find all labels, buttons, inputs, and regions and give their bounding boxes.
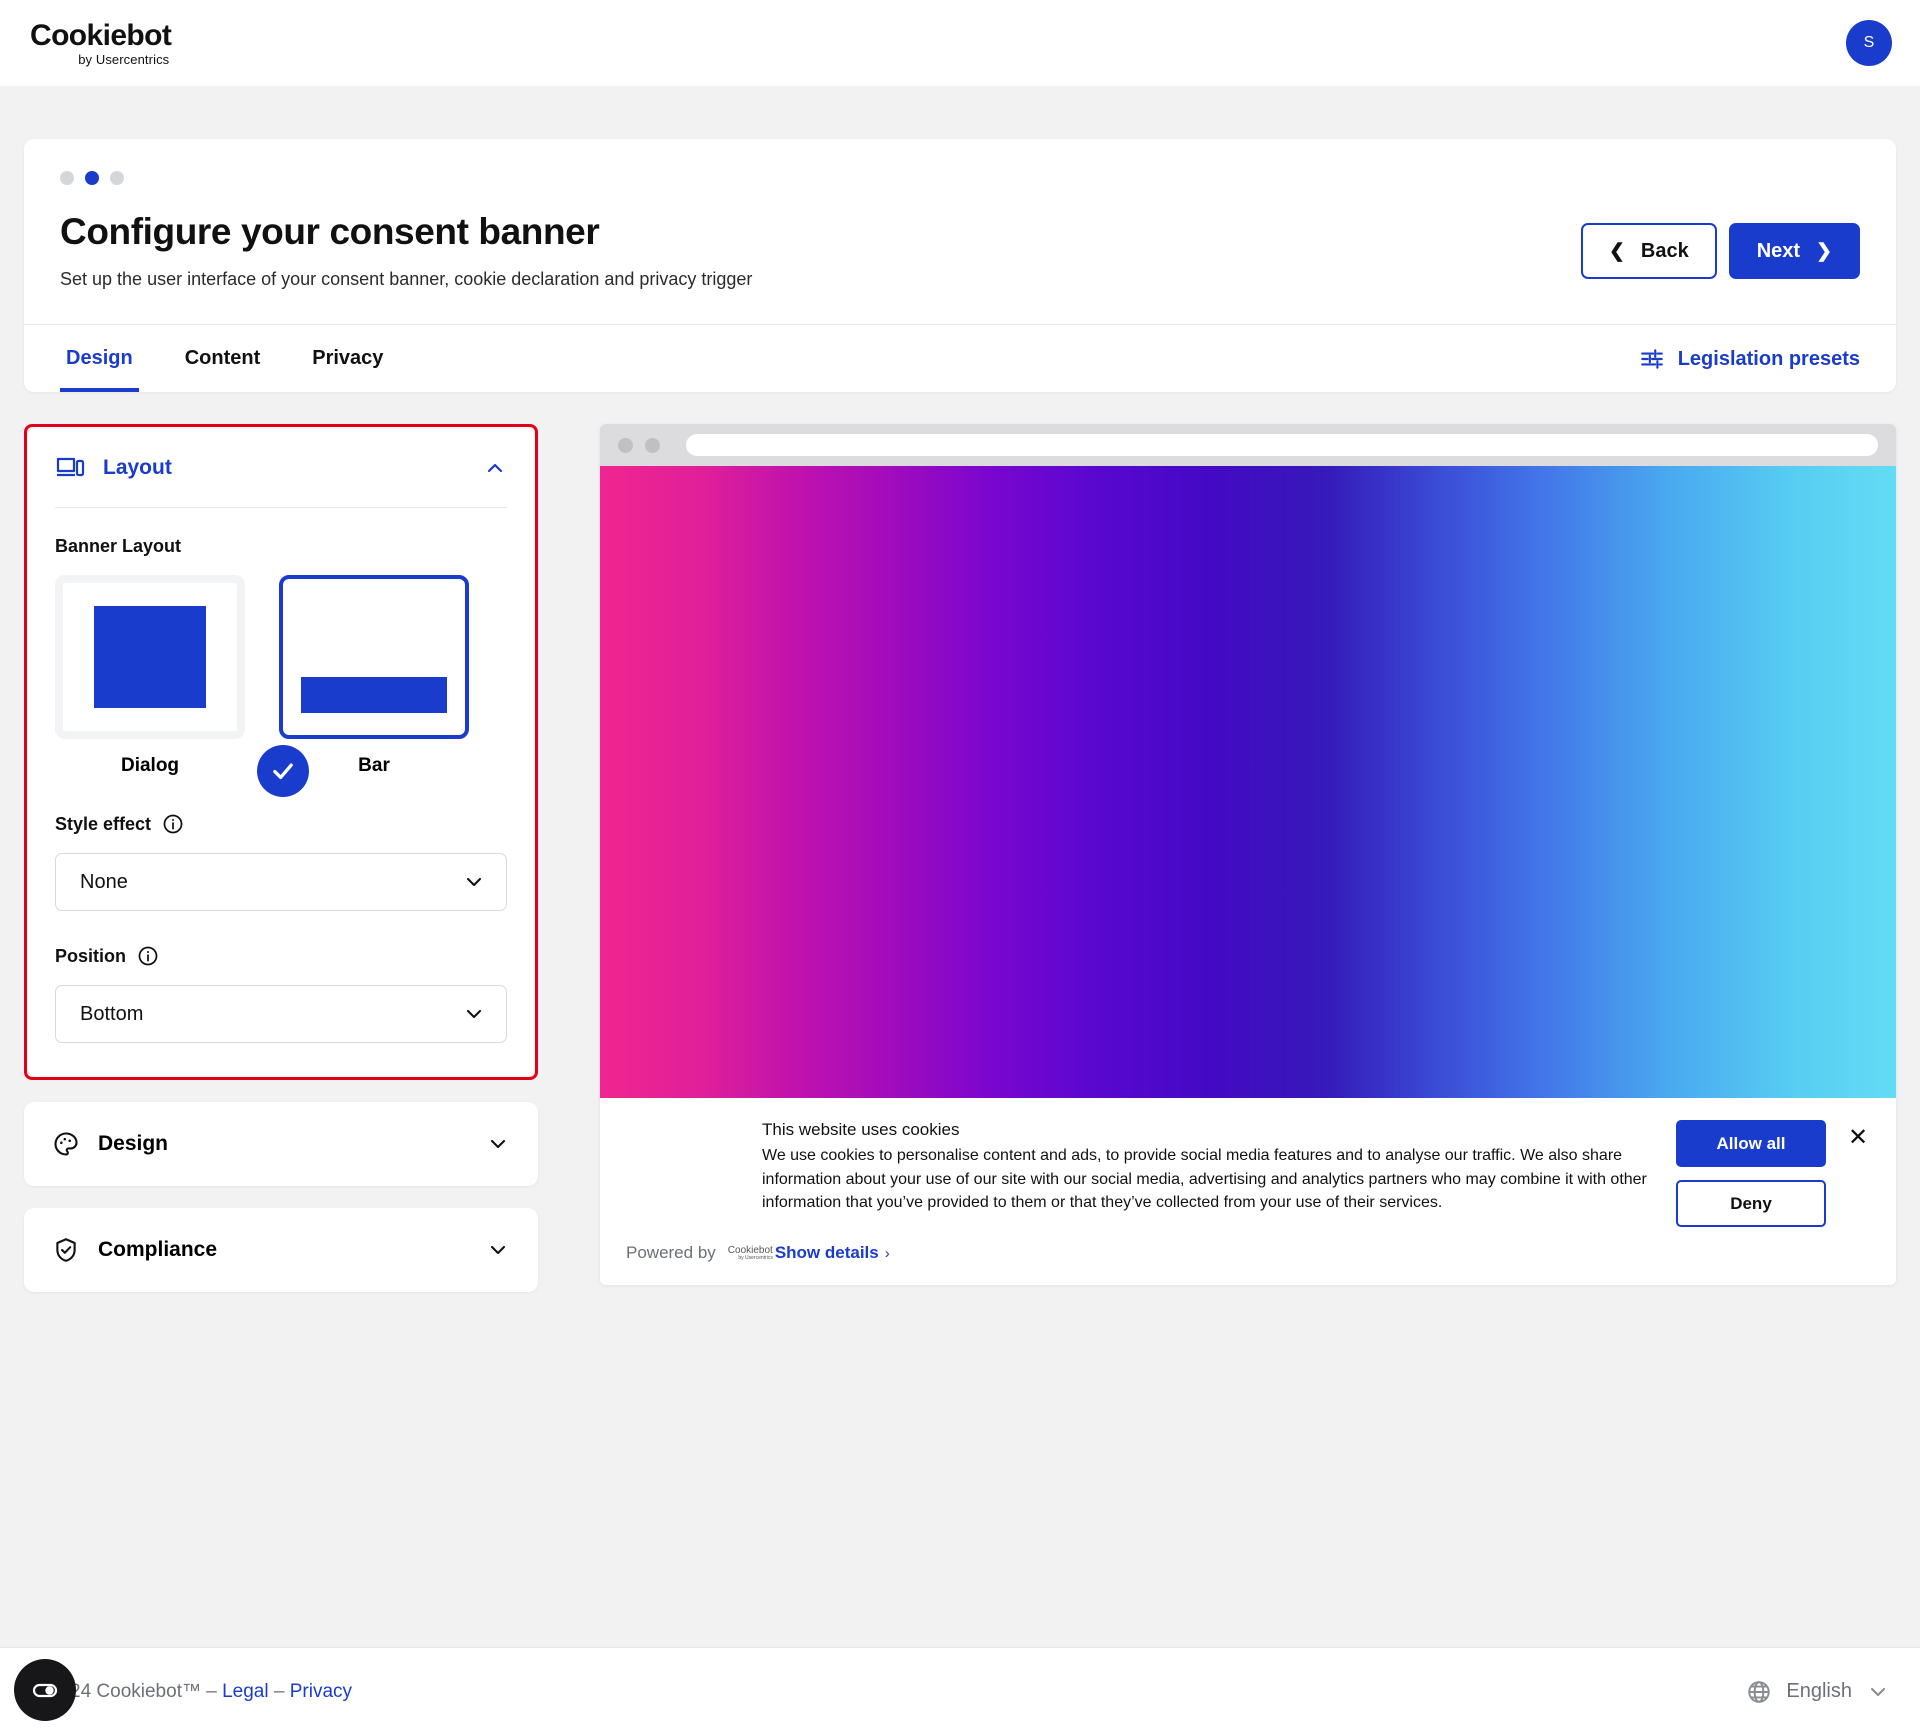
globe-icon	[1746, 1679, 1772, 1705]
devices-icon	[55, 455, 85, 481]
language-selector[interactable]: English	[1746, 1679, 1890, 1705]
bar-thumbnail	[279, 575, 469, 739]
step-indicator	[60, 171, 1860, 185]
legislation-presets-button[interactable]: Legislation presets	[1639, 346, 1860, 392]
powered-by-logo-main: Cookiebot	[727, 1244, 773, 1256]
info-icon[interactable]	[137, 945, 159, 967]
deny-button[interactable]: Deny	[1676, 1180, 1826, 1227]
selected-check-icon	[257, 745, 309, 797]
footer-privacy-link[interactable]: Privacy	[289, 1680, 353, 1702]
info-icon[interactable]	[162, 813, 184, 835]
consent-banner-footer: Powered by Cookiebot by Usercentrics Sho…	[600, 1227, 1896, 1285]
footer-separator: –	[268, 1680, 290, 1702]
footer-copyright: 24 Cookiebot™ – Legal – Privacy	[70, 1681, 352, 1703]
powered-by-logo: Cookiebot by Usercentrics	[727, 1244, 773, 1261]
chevron-up-icon[interactable]	[483, 456, 507, 480]
footer-copyright-text: 24 Cookiebot™ –	[70, 1680, 223, 1702]
browser-dot-2	[645, 437, 660, 453]
preview-page-background	[600, 466, 1896, 1098]
settings-column: Layout Banner Layout	[24, 424, 538, 1292]
chevron-down-icon	[1866, 1680, 1890, 1704]
footer-legal-link[interactable]: Legal	[222, 1680, 269, 1702]
tab-bar: Design Content Privacy Legislation prese…	[24, 324, 1896, 392]
cookie-consent-widget-icon[interactable]	[14, 1659, 76, 1721]
next-button[interactable]: Next ❯	[1728, 223, 1860, 279]
show-details-link[interactable]: Show details	[774, 1243, 879, 1262]
consent-banner: This website uses cookies We use cookies…	[600, 1098, 1896, 1227]
page-subtitle: Set up the user interface of your consen…	[60, 269, 753, 289]
browser-chrome-mock	[600, 424, 1896, 466]
style-effect-select[interactable]: None	[55, 853, 507, 911]
dialog-shape	[94, 606, 206, 708]
chevron-down-icon[interactable]	[486, 1238, 510, 1262]
chevron-down-icon	[462, 1002, 486, 1026]
preview-column: This website uses cookies We use cookies…	[600, 424, 1896, 1292]
position-label: Position	[55, 945, 507, 967]
layout-panel-title: Layout	[103, 456, 172, 479]
page-title: Configure your consent banner	[60, 211, 600, 252]
powered-by-label: Powered by	[626, 1243, 716, 1262]
design-panel-title: Design	[98, 1132, 169, 1155]
logo-wordmark: Cookiebot	[30, 18, 172, 52]
step-dot-1[interactable]	[60, 171, 74, 185]
tab-design[interactable]: Design	[60, 325, 139, 392]
next-button-label: Next	[1756, 239, 1801, 262]
layout-panel-highlight: Layout Banner Layout	[24, 424, 538, 1080]
editor-body: Layout Banner Layout	[0, 424, 1920, 1292]
consent-banner-actions: Allow all Deny	[1676, 1120, 1826, 1227]
legislation-presets-label: Legislation presets	[1677, 347, 1860, 370]
consent-banner-body: We use cookies to personalise content an…	[762, 1147, 1647, 1212]
layout-option-bar-label: Bar	[358, 755, 390, 776]
banner-layout-options: Dialog Bar	[55, 575, 507, 797]
chevron-right-icon: ›	[884, 1244, 890, 1262]
logo-tagline: by Usercentrics	[78, 51, 170, 67]
powered-by-logo-sub: by Usercentrics	[738, 1254, 773, 1261]
banner-preview: This website uses cookies We use cookies…	[600, 424, 1896, 1285]
style-effect-value: None	[80, 870, 128, 893]
palette-icon	[52, 1130, 80, 1158]
browser-dot-1	[618, 437, 633, 453]
position-select[interactable]: Bottom	[55, 985, 507, 1043]
design-panel-header[interactable]: Design	[24, 1102, 538, 1186]
tab-content[interactable]: Content	[184, 347, 261, 369]
style-effect-label: Style effect	[55, 813, 507, 835]
consent-banner-title: This website uses cookies	[762, 1120, 960, 1139]
browser-address-bar	[686, 434, 1878, 456]
layout-panel-body: Banner Layout Dialog	[27, 508, 535, 1077]
step-dot-2[interactable]	[85, 171, 99, 185]
shield-check-icon	[52, 1236, 80, 1264]
chevron-right-icon: ❯	[1816, 240, 1832, 262]
wizard-actions: ❮ Back Next ❯	[1580, 211, 1860, 279]
dialog-thumbnail	[55, 575, 245, 739]
avatar[interactable]: S	[1846, 20, 1892, 66]
wizard-card: Configure your consent banner Set up the…	[24, 139, 1896, 392]
language-label: English	[1786, 1680, 1852, 1702]
page-footer: 24 Cookiebot™ – Legal – Privacy English	[0, 1647, 1920, 1735]
compliance-panel-title: Compliance	[98, 1238, 218, 1261]
layout-option-dialog[interactable]: Dialog	[55, 575, 245, 777]
chevron-down-icon[interactable]	[486, 1132, 510, 1156]
layout-option-dialog-label: Dialog	[120, 755, 180, 776]
chevron-left-icon: ❮	[1608, 240, 1625, 262]
close-icon[interactable]: ✕	[1848, 1124, 1869, 1151]
back-button[interactable]: ❮ Back	[1580, 223, 1717, 279]
cookiebot-logo[interactable]: Cookiebot by Usercentrics	[30, 18, 172, 67]
position-value: Bottom	[80, 1002, 144, 1025]
banner-layout-label: Banner Layout	[55, 536, 182, 556]
panel-divider	[55, 507, 507, 508]
layout-panel: Layout Banner Layout	[27, 427, 535, 1077]
step-dot-3[interactable]	[110, 171, 124, 185]
chevron-down-icon	[462, 870, 486, 894]
top-bar: Cookiebot by Usercentrics S	[0, 0, 1920, 86]
tab-privacy[interactable]: Privacy	[312, 347, 384, 369]
compliance-panel-header[interactable]: Compliance	[24, 1208, 538, 1292]
layout-option-bar[interactable]: Bar	[257, 575, 469, 797]
bar-shape	[301, 677, 447, 713]
layout-panel-header[interactable]: Layout	[27, 427, 535, 481]
consent-banner-text: This website uses cookies We use cookies…	[626, 1120, 1654, 1215]
sliders-icon	[1639, 346, 1665, 372]
back-button-label: Back	[1640, 239, 1689, 262]
allow-all-button[interactable]: Allow all	[1676, 1120, 1826, 1167]
